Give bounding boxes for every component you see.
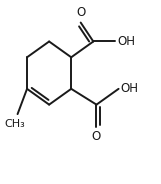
Text: OH: OH [117,35,135,48]
Text: OH: OH [120,82,138,95]
Text: CH₃: CH₃ [4,119,25,129]
Text: O: O [92,130,101,143]
Text: O: O [76,6,85,19]
